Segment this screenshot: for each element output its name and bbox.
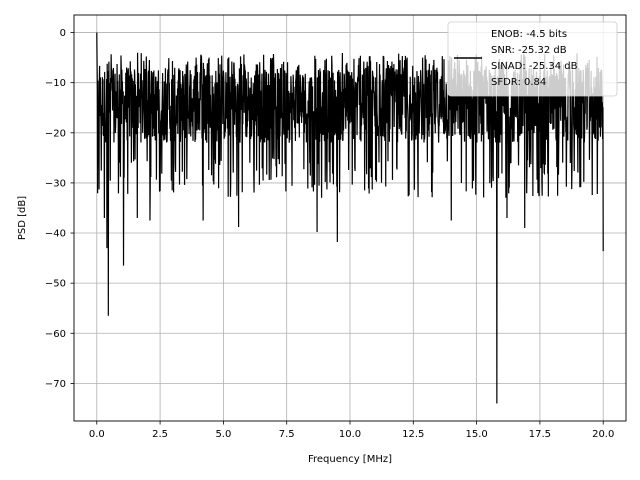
x-tick-label: 10.0 [339, 429, 361, 440]
legend-entry-snr: SNR: -25.32 dB [491, 45, 567, 56]
x-tick-label: 20.0 [592, 429, 614, 440]
y-axis-label: PSD [dB] [17, 196, 28, 240]
x-tick-label: 2.5 [152, 429, 168, 440]
y-tick-label: −70 [45, 379, 66, 390]
x-axis-label: Frequency [MHz] [308, 454, 392, 465]
x-axis-ticks: 0.0 2.5 5.0 7.5 10.0 12.5 15.0 17.5 20.0 [89, 421, 614, 440]
y-tick-label: −50 [45, 279, 66, 290]
x-tick-label: 17.5 [529, 429, 551, 440]
y-tick-label: −30 [45, 178, 66, 189]
x-tick-label: 15.0 [465, 429, 487, 440]
x-tick-label: 5.0 [215, 429, 231, 440]
y-tick-label: −60 [45, 329, 66, 340]
y-tick-label: −10 [45, 78, 66, 89]
x-tick-label: 0.0 [89, 429, 105, 440]
legend-entry-enob: ENOB: -4.5 bits [491, 29, 567, 40]
y-tick-label: −20 [45, 128, 66, 139]
x-tick-label: 7.5 [279, 429, 295, 440]
y-tick-label: −40 [45, 229, 66, 240]
psd-trace [96, 32, 604, 404]
legend-entry-sinad: SINAD: -25.34 dB [491, 61, 578, 72]
x-tick-label: 12.5 [402, 429, 424, 440]
psd-series-line [96, 32, 604, 404]
y-axis-ticks: 0 −10 −20 −30 −40 −50 −60 −70 [45, 28, 74, 390]
legend-box [447, 21, 618, 97]
legend-entry-sfdr: SFDR: 0.84 [491, 77, 546, 88]
legend: ENOB: -4.5 bits SNR: -25.32 dB SINAD: -2… [447, 21, 618, 97]
y-tick-label: 0 [60, 28, 66, 39]
